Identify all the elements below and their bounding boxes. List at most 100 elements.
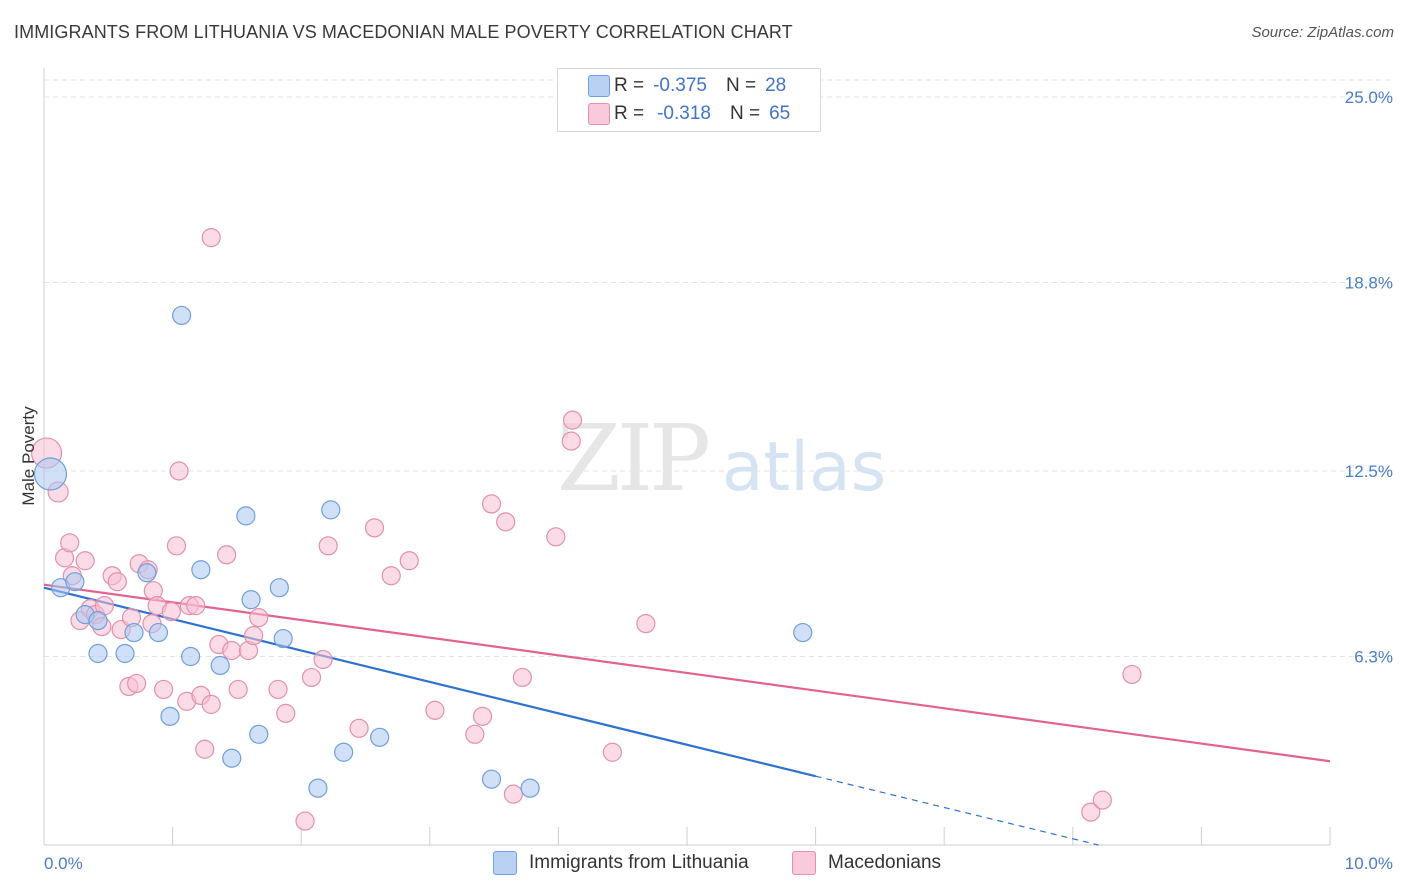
legend-swatch-blue bbox=[588, 75, 610, 97]
x-tick-label: 10.0% bbox=[1345, 854, 1393, 873]
legend-swatch-pink bbox=[792, 851, 816, 875]
x-tick-label: 0.0% bbox=[44, 854, 83, 873]
lithuania-point bbox=[33, 457, 68, 491]
macedonian-point bbox=[318, 536, 338, 556]
data-points bbox=[30, 228, 1142, 831]
macedonian-point bbox=[465, 724, 485, 744]
macedonian-point bbox=[186, 596, 206, 616]
lithuania-point bbox=[181, 646, 201, 667]
macedonian-point bbox=[561, 431, 581, 451]
y-tick-label: 18.8% bbox=[1345, 274, 1393, 293]
macedonian-point bbox=[481, 494, 502, 514]
macedonian-point bbox=[201, 228, 221, 248]
r-label: R = bbox=[614, 103, 645, 124]
macedonian-point bbox=[472, 706, 493, 726]
series-legend: Immigrants from Lithuania Macedonians bbox=[0, 851, 1406, 879]
macedonian-point bbox=[166, 536, 187, 556]
chart-title: IMMIGRANTS FROM LITHUANIA VS MACEDONIAN … bbox=[14, 22, 793, 42]
r-label: R = bbox=[614, 75, 645, 96]
lithuania-point bbox=[172, 305, 192, 326]
macedonian-point bbox=[222, 640, 242, 661]
macedonian-point bbox=[161, 602, 181, 622]
tick-labels: 6.3% 12.5% 18.8% 25.0% 0.0% 10.0% bbox=[44, 88, 1393, 873]
lithuania-point bbox=[191, 560, 211, 580]
macedonian-point bbox=[1092, 790, 1112, 810]
lithuania-point bbox=[370, 727, 390, 747]
lithuania-point bbox=[269, 578, 289, 598]
macedonian-point bbox=[496, 512, 516, 532]
macedonian-point bbox=[153, 679, 174, 700]
macedonian-point bbox=[512, 667, 532, 688]
lithuania-point bbox=[148, 622, 169, 643]
n-value: 65 bbox=[769, 103, 791, 124]
macedonian-point bbox=[228, 679, 248, 700]
macedonian-point bbox=[217, 545, 237, 565]
macedonian-point bbox=[60, 533, 80, 553]
lithuania-point bbox=[137, 563, 157, 583]
macedonian-point bbox=[503, 784, 523, 804]
lithuania-point bbox=[222, 748, 242, 768]
macedonian-point bbox=[636, 613, 656, 634]
macedonian-point bbox=[195, 739, 215, 759]
legend-item-macedonians[interactable]: Macedonians bbox=[792, 851, 941, 875]
y-tick-label: 6.3% bbox=[1354, 648, 1393, 667]
macedonian-point bbox=[107, 572, 127, 592]
legend-swatch-blue bbox=[493, 851, 517, 875]
lithuania-point bbox=[273, 628, 293, 649]
macedonian-point bbox=[425, 700, 445, 720]
trend-line-lithuania-extension bbox=[815, 775, 1099, 846]
macedonian-point bbox=[249, 608, 269, 628]
lithuania-point bbox=[308, 778, 328, 798]
legend-row-lithuania: R = -0.375 N = 28 bbox=[588, 73, 787, 99]
macedonian-point bbox=[1122, 664, 1142, 685]
gridlines bbox=[44, 79, 1393, 658]
lithuania-point bbox=[481, 769, 502, 789]
macedonian-point bbox=[295, 811, 315, 831]
macedonian-point bbox=[562, 410, 583, 430]
macedonian-point bbox=[313, 649, 333, 670]
macedonian-point bbox=[602, 742, 623, 762]
lithuania-point bbox=[321, 500, 341, 520]
macedonian-point bbox=[546, 527, 566, 547]
lithuania-point bbox=[210, 655, 230, 676]
n-label: N = bbox=[725, 75, 757, 96]
macedonian-point bbox=[169, 461, 189, 481]
legend-item-lithuania[interactable]: Immigrants from Lithuania bbox=[493, 851, 749, 875]
lithuania-point bbox=[88, 643, 108, 664]
lithuania-point bbox=[249, 724, 269, 744]
lithuania-point bbox=[793, 622, 813, 643]
legend-label: Macedonians bbox=[828, 852, 942, 873]
correlation-legend: R = -0.375 N = 28 R = -0.318 N = 65 bbox=[557, 68, 821, 132]
r-value: -0.375 bbox=[653, 75, 707, 96]
r-value: -0.318 bbox=[657, 103, 711, 124]
legend-swatch-pink bbox=[588, 103, 610, 125]
lithuania-point bbox=[115, 643, 135, 664]
macedonian-point bbox=[381, 566, 401, 586]
macedonian-point bbox=[399, 551, 419, 571]
legend-label: Immigrants from Lithuania bbox=[529, 852, 749, 873]
trend-lines bbox=[43, 583, 1331, 846]
macedonian-point bbox=[364, 518, 385, 538]
macedonian-point bbox=[301, 667, 322, 688]
macedonian-point bbox=[268, 679, 288, 700]
lithuania-point bbox=[236, 506, 256, 526]
watermark-atlas: atlas bbox=[722, 428, 886, 507]
n-value: 28 bbox=[765, 75, 787, 96]
y-tick-label: 12.5% bbox=[1345, 462, 1393, 481]
lithuania-point bbox=[88, 610, 108, 631]
n-label: N = bbox=[729, 103, 761, 124]
macedonian-point bbox=[244, 625, 264, 646]
legend-row-macedonians: R = -0.318 N = 65 bbox=[588, 101, 791, 127]
lithuania-point bbox=[65, 572, 85, 592]
macedonian-point bbox=[276, 703, 296, 723]
source-label: Source: ZipAtlas.com bbox=[1251, 24, 1394, 41]
watermark: ZIP atlas bbox=[557, 405, 886, 512]
lithuania-point bbox=[124, 622, 144, 643]
y-axis-label: Male Poverty bbox=[19, 406, 38, 506]
lithuania-point bbox=[334, 742, 354, 762]
macedonian-point bbox=[126, 673, 147, 694]
macedonian-point bbox=[201, 694, 221, 714]
lithuania-point bbox=[241, 590, 261, 610]
macedonian-point bbox=[349, 718, 369, 738]
